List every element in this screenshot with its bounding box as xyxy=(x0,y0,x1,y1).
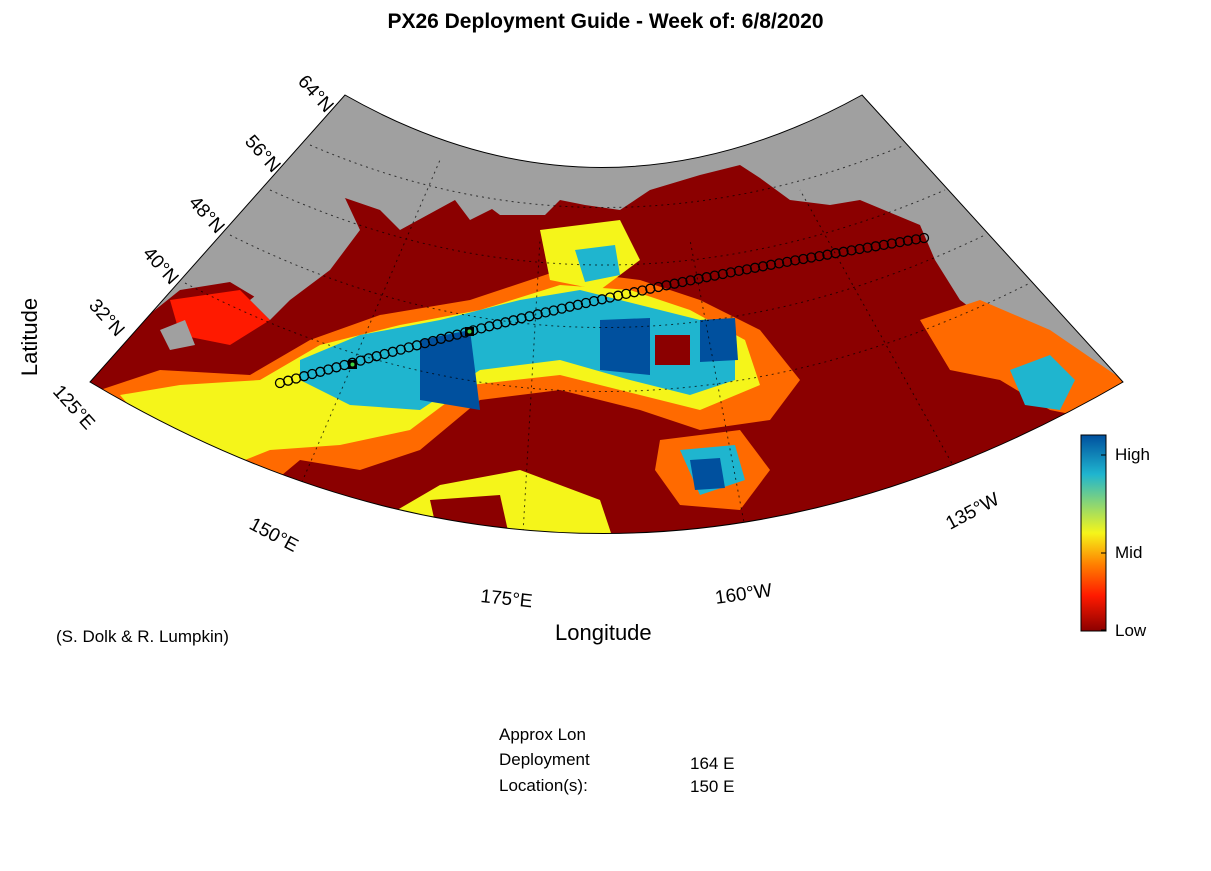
track-point xyxy=(596,294,608,305)
track-point xyxy=(532,309,543,320)
y-axis-label: Latitude xyxy=(17,297,42,377)
track-point xyxy=(886,238,897,249)
lon-tick-175e: 175°E xyxy=(479,586,533,612)
track-point xyxy=(878,239,889,251)
map-frame xyxy=(89,94,1124,534)
track-point xyxy=(637,285,648,296)
lat-tick-64n: 64°N xyxy=(293,71,337,117)
track-point xyxy=(854,243,865,255)
track-point xyxy=(790,255,801,266)
track-point xyxy=(588,295,600,307)
track-point xyxy=(902,235,914,246)
track-point xyxy=(798,253,809,265)
track-point xyxy=(709,270,720,281)
track-point xyxy=(806,252,817,263)
track-point xyxy=(717,268,728,280)
lat-tick-48n: 48°N xyxy=(184,192,228,238)
track-point xyxy=(556,303,567,314)
track-point xyxy=(846,245,857,256)
colorbar-label-high: High xyxy=(1115,445,1150,464)
track-point xyxy=(693,273,704,284)
deployment-location-2: 150 E xyxy=(690,777,735,796)
ocean-low xyxy=(90,165,1123,534)
lat-tick-32n: 32°N xyxy=(84,295,128,341)
track-point xyxy=(677,276,688,288)
track-point xyxy=(838,246,849,257)
track-point xyxy=(741,264,753,275)
colorbar-label-mid: Mid xyxy=(1115,543,1143,562)
track-point xyxy=(918,232,930,244)
track-point xyxy=(653,281,664,293)
track-point xyxy=(830,248,841,259)
track-point xyxy=(725,267,736,278)
lat-tick-40n: 40°N xyxy=(138,243,182,289)
credit-text: (S. Dolk & R. Lumpkin) xyxy=(56,627,229,646)
lon-tick-135w: 135°W xyxy=(942,489,1002,534)
track-point xyxy=(765,259,777,270)
track-point xyxy=(645,283,656,294)
value-field xyxy=(100,220,1123,534)
deploy-marker-164e-dot xyxy=(467,329,472,334)
colorbar-label-low: Low xyxy=(1115,621,1147,640)
lon-tick-160w: 160°W xyxy=(714,580,774,609)
deployment-header: Approx Lon xyxy=(499,725,586,744)
track-point xyxy=(749,262,761,273)
track-point xyxy=(661,280,672,291)
map-title: PX26 Deployment Guide - Week of: 6/8/202… xyxy=(387,10,824,33)
deployment-location-1: 164 E xyxy=(690,754,735,773)
track-point xyxy=(685,275,696,286)
track-point xyxy=(629,287,640,298)
track-point xyxy=(757,261,769,272)
track-point xyxy=(733,265,745,277)
track-point xyxy=(894,236,906,248)
map-plot-area xyxy=(90,95,1123,534)
track-point xyxy=(773,258,785,269)
track-point xyxy=(572,299,584,310)
x-axis-label: Longitude xyxy=(555,620,652,645)
deployment-label-line1: Deployment xyxy=(499,750,590,769)
track-point xyxy=(620,288,632,300)
track-point xyxy=(822,249,833,260)
graticule xyxy=(184,144,1031,534)
colorbar xyxy=(1080,434,1107,632)
track-point xyxy=(701,272,712,283)
track-point xyxy=(612,290,624,301)
japan-land xyxy=(250,198,360,320)
lon-tick-150e: 150°E xyxy=(246,514,302,557)
track-point xyxy=(669,278,680,289)
track-point xyxy=(870,241,881,252)
track-point xyxy=(910,234,922,245)
track-point xyxy=(781,256,793,268)
deployment-label-line2: Location(s): xyxy=(499,776,588,795)
track-point xyxy=(862,242,873,253)
lon-tick-125e: 125°E xyxy=(48,381,98,434)
track-point xyxy=(814,250,825,262)
deploy-marker-150e-dot xyxy=(350,362,355,367)
cruise-track xyxy=(274,232,930,389)
korea-land xyxy=(160,320,195,350)
